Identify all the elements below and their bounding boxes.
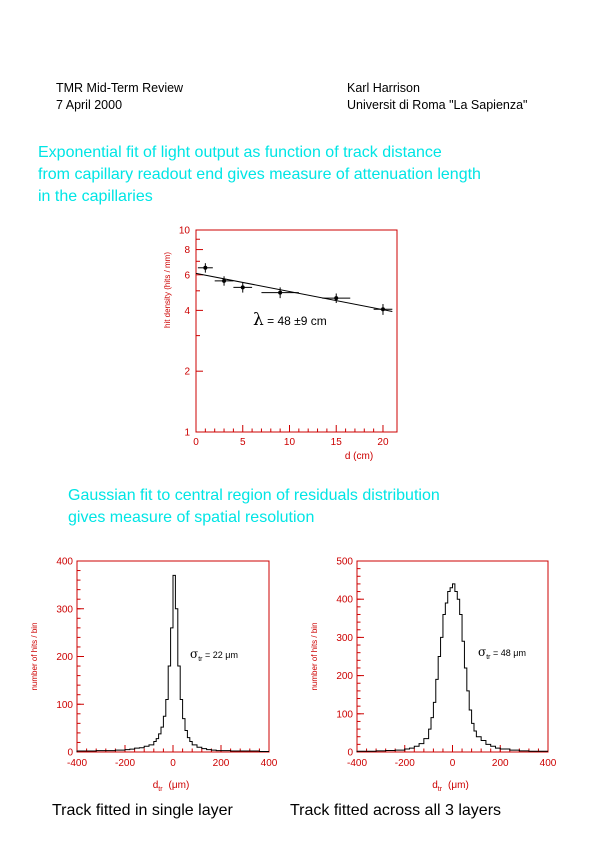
chart3-xtick-label: 200 — [492, 758, 509, 769]
chart3-ytick-label: 500 — [336, 557, 353, 568]
chart1-point — [373, 304, 393, 315]
chart3-ytick-label: 400 — [336, 595, 353, 606]
review-date: 7 April 2000 — [56, 98, 123, 112]
section1-line3: in the capillaries — [38, 188, 153, 205]
section2-line2: gives measure of spatial resolution — [68, 509, 315, 526]
header-right: Karl Harrison Universit di Roma "La Sapi… — [347, 80, 528, 114]
chart1-marker — [334, 296, 339, 301]
chart3-ytick-label: 300 — [336, 633, 353, 644]
chart2-ylabel: number of hits / bin — [30, 622, 39, 690]
chart3-ylabel: number of hits / bin — [310, 622, 319, 690]
section2-text: Gaussian fit to central region of residu… — [68, 485, 440, 529]
chart2-xtick-label: 200 — [213, 758, 230, 769]
chart1-point — [261, 287, 299, 299]
chart2-xtick-label: 0 — [170, 758, 176, 769]
chart3-histogram-line — [356, 583, 548, 752]
section1-text: Exponential fit of light output as funct… — [38, 142, 481, 208]
chart1-frame — [195, 229, 398, 433]
chart1-ytick-label: 2 — [184, 367, 190, 378]
section1-line2: from capillary readout end gives measure… — [38, 166, 481, 183]
chart1-ytick-label: 6 — [184, 270, 190, 281]
chart2-ytick-label: 200 — [56, 652, 73, 663]
chart1-point — [322, 293, 351, 304]
author-name: Karl Harrison — [347, 81, 420, 95]
chart3-xtick-label: 400 — [540, 758, 557, 769]
chart1-point — [197, 263, 213, 273]
chart2-xlabel: dtr (μm) — [153, 780, 190, 793]
chart2-ytick-label: 400 — [56, 557, 73, 568]
chart3-ytick-label: 0 — [347, 748, 353, 759]
chart1-xlabel: d (cm) — [345, 451, 373, 462]
chart1-ytick-label: 4 — [184, 306, 190, 317]
author-affiliation: Universit di Roma "La Sapienza" — [347, 98, 528, 112]
chart1-xtick-label: 15 — [331, 437, 343, 448]
chart3-xlabel: dtr (μm) — [432, 780, 469, 793]
chart3-xtick-label: -400 — [347, 758, 367, 769]
chart1-xtick-label: 20 — [377, 437, 389, 448]
chart2-ytick-label: 100 — [56, 700, 73, 711]
review-title: TMR Mid-Term Review — [56, 81, 184, 95]
chart1-point — [233, 282, 253, 293]
chart1-marker — [240, 285, 245, 290]
chart2-xtick-label: -200 — [115, 758, 135, 769]
section2-line1: Gaussian fit to central region of residu… — [68, 487, 440, 504]
chart3-annotation: σtr = 48 μm — [478, 645, 526, 661]
chart1-annotation: λ = 48 ±9 cm — [253, 310, 327, 330]
caption-right: Track fitted across all 3 layers — [290, 802, 502, 819]
chart1-ytick-label: 8 — [184, 245, 190, 256]
chart1-marker — [222, 278, 227, 283]
chart1-marker — [203, 265, 208, 270]
chart1-marker — [380, 307, 385, 312]
chart3-xtick-label: -200 — [395, 758, 415, 769]
chart2-ytick-label: 300 — [56, 604, 73, 615]
chart1-ytick-label: 10 — [179, 226, 191, 237]
chart3-xtick-label: 0 — [450, 758, 456, 769]
chart1-xtick-label: 5 — [240, 437, 246, 448]
chart1-point — [214, 276, 234, 286]
chart2-xtick-label: 400 — [261, 758, 278, 769]
caption-left: Track fitted in single layer — [52, 802, 233, 819]
chart1-xtick-label: 0 — [193, 437, 199, 448]
chart2-xtick-label: -400 — [67, 758, 87, 769]
chart3-ytick-label: 200 — [336, 671, 353, 682]
chart1-ytick-label: 1 — [184, 428, 190, 439]
header-left: TMR Mid-Term Review 7 April 2000 — [56, 80, 183, 114]
chart1-xtick-label: 10 — [284, 437, 296, 448]
chart2-ytick-label: 0 — [67, 748, 73, 759]
chart1-marker — [278, 290, 283, 295]
chart1-ylabel: hit density (hits / mm) — [163, 252, 172, 328]
chart2-histogram-line — [76, 574, 269, 753]
section1-line1: Exponential fit of light output as funct… — [38, 144, 442, 161]
chart3-ytick-label: 100 — [336, 709, 353, 720]
chart2-annotation: σtr = 22 μm — [190, 647, 238, 663]
